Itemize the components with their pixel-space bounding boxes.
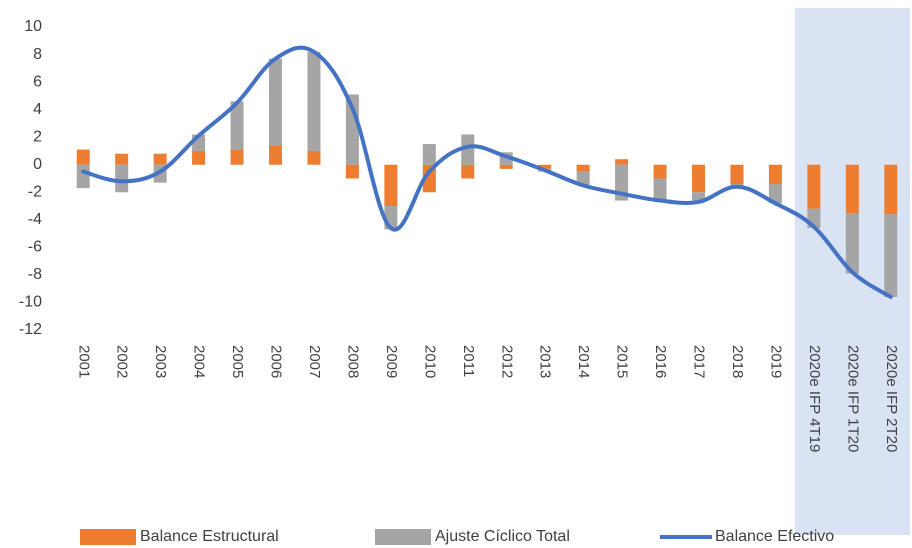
legend-swatch: [80, 529, 136, 545]
y-tick-label: -12: [19, 321, 42, 338]
bar: [615, 159, 629, 165]
y-tick-label: 2: [33, 128, 42, 145]
bar: [269, 145, 282, 165]
x-tick-label: 2009: [383, 345, 400, 378]
x-tick-label: 2006: [268, 345, 285, 378]
x-tick-label: 2020e IFP 4T19: [806, 345, 823, 452]
bar: [307, 51, 321, 151]
y-tick-label: -8: [28, 266, 42, 283]
bar: [845, 212, 859, 274]
bar: [76, 149, 90, 165]
bar: [845, 164, 859, 213]
bar: [692, 192, 705, 201]
bar: [115, 153, 129, 165]
x-tick-label: 2014: [575, 345, 592, 378]
x-tick-label: 2007: [306, 345, 323, 378]
x-tick-label: 2008: [344, 345, 361, 378]
x-tick-label: 2016: [652, 345, 669, 378]
legend-label: Ajuste Cíclico Total: [435, 528, 570, 545]
y-tick-label: -10: [19, 294, 42, 311]
x-tick-label: 2012: [498, 345, 515, 378]
bar: [384, 164, 398, 207]
bar: [884, 164, 898, 215]
y-tick-label: -4: [28, 211, 42, 228]
legend-label: Balance Estructural: [140, 528, 279, 545]
bar: [230, 149, 244, 165]
line: [81, 45, 893, 299]
x-tick-label: 2002: [114, 345, 131, 378]
bar: [499, 164, 513, 169]
x-tick-label: 2004: [191, 345, 208, 378]
bar: [230, 101, 244, 150]
bar: [768, 164, 782, 185]
bar: [730, 164, 744, 185]
y-tick-label: 4: [33, 101, 42, 118]
x-tick-label: 2003: [152, 345, 169, 378]
y-tick-label: 6: [33, 73, 42, 90]
bar: [115, 164, 129, 193]
y-tick-label: 8: [33, 46, 42, 63]
x-tick-label: 2010: [421, 345, 438, 378]
bar: [653, 164, 667, 179]
x-tick-label: 2001: [75, 345, 92, 378]
y-tick-label: 0: [33, 156, 42, 173]
bar: [692, 164, 705, 193]
y-tick-label: -2: [28, 183, 42, 200]
bar: [192, 150, 206, 165]
bar: [422, 164, 436, 193]
x-tick-label: 2017: [691, 345, 708, 378]
bar: [576, 164, 590, 172]
x-tick-label: 2011: [460, 345, 477, 377]
bar: [153, 153, 167, 165]
y-tick-label: 10: [24, 18, 42, 35]
bar: [576, 171, 590, 186]
bar: [307, 150, 321, 165]
y-tick-label: -6: [28, 239, 42, 256]
bar: [76, 164, 90, 189]
legend-label: Balance Efectivo: [715, 528, 834, 545]
bar: [538, 164, 552, 169]
bar: [807, 164, 821, 209]
bar: [461, 164, 475, 179]
x-tick-label: 2015: [614, 345, 631, 378]
x-tick-label: 2020e IFP 2T20: [883, 345, 900, 452]
bar: [345, 164, 359, 179]
x-tick-label: 2018: [729, 345, 746, 378]
bar: [269, 58, 282, 146]
bar: [461, 134, 475, 165]
x-tick-label: 2020e IFP 1T20: [844, 345, 861, 452]
bar: [653, 178, 667, 201]
bar: [884, 214, 898, 297]
x-tick-label: 2005: [229, 345, 246, 378]
legend-swatch: [375, 529, 431, 545]
bar: [768, 184, 782, 204]
x-tick-label: 2019: [767, 345, 784, 378]
bar: [422, 144, 436, 165]
x-tick-label: 2013: [537, 345, 554, 378]
